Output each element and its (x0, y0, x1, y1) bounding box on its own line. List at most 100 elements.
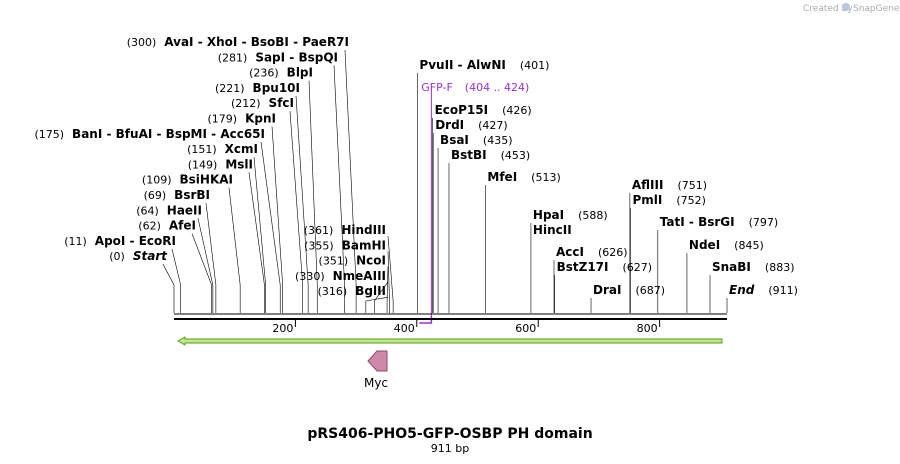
site-label-drdi[interactable]: DrdI (435, 118, 464, 132)
site-label-mfei[interactable]: MfeI (487, 170, 517, 184)
primer-gfp-f[interactable]: GFP-F (404 .. 424) (419, 81, 529, 324)
site-right-pmli[interactable]: PmlI (752) (632, 193, 705, 207)
site-right-bstbi[interactable]: BstBI (453) (451, 148, 530, 162)
site-label-haeii[interactable]: HaeII (167, 203, 202, 217)
site-label-acci[interactable]: AccI (556, 245, 584, 259)
site-label-bani-bfuai-bspmi-acc65i[interactable]: BanI - BfuAI - BspMI - Acc65I (72, 127, 265, 141)
site-line-blpi (308, 80, 318, 313)
enzyme-start: Start (133, 249, 168, 263)
site-label-msli[interactable]: MslI (225, 157, 253, 171)
site-label-blpi[interactable]: BlpI (287, 66, 313, 80)
site-label-apoi-ecori[interactable]: ApoI - EcoRI (95, 234, 176, 248)
site-mid-ncoi[interactable]: NcoI (351) (319, 254, 386, 268)
site-right-ecop15i[interactable]: EcoP15I (426) (435, 103, 532, 117)
site-left-bani[interactable]: BanI - BfuAI - BspMI - Acc65I (175) (34, 127, 265, 141)
site-left-msli[interactable]: MslI (149) (188, 157, 253, 171)
site-labels: AvaI - XhoI - BsoBI - PaeR7I (300) SapI - … (34, 35, 797, 298)
orf-reverse-arrow[interactable] (176, 336, 723, 346)
site-right-hincii[interactable]: HincII (533, 223, 572, 237)
enzyme-xhoi: XhoI (207, 35, 238, 49)
site-mid-nmeaiii[interactable]: NmeAIII (330) (295, 269, 386, 283)
site-line-kpni (271, 126, 283, 313)
site-left-bsrbi[interactable]: BsrBI (69) (144, 188, 210, 202)
site-label-kpni[interactable]: KpnI (245, 112, 276, 126)
site-line-bsrbi (205, 202, 217, 313)
enzyme-avai: AvaI (164, 35, 193, 49)
site-line-hindiii (387, 235, 394, 313)
site-label-drai[interactable]: DraI (593, 283, 621, 297)
site-label-hpai[interactable]: HpaI (533, 208, 564, 222)
site-label-start[interactable]: Start (133, 249, 168, 263)
site-left-avai[interactable]: AvaI - XhoI - BsoBI - PaeR7I (300) (127, 35, 349, 49)
site-label-avai-xhoi-bsobi-paer7i[interactable]: AvaI - XhoI - BsoBI - PaeR7I (164, 35, 349, 49)
site-pos-start: (0) (109, 250, 125, 263)
site-left-bpu10i[interactable]: Bpu10I (221) (215, 81, 300, 95)
site-right-bsai[interactable]: BsaI (435) (440, 133, 512, 147)
site-pos-bpu10i: (221) (215, 82, 245, 95)
site-label-hindiii[interactable]: HindIII (341, 223, 386, 237)
site-left-xcmi[interactable]: XcmI (151) (187, 142, 258, 156)
site-mid-hindiii[interactable]: HindIII (361) (304, 223, 386, 237)
site-right-tati[interactable]: TatI - BsrGI (797) (660, 215, 778, 229)
site-pos-drai: (687) (635, 284, 665, 297)
site-left-start[interactable]: Start (0) (109, 249, 168, 263)
site-label-tati-bsrgi[interactable]: TatI - BsrGI (660, 215, 735, 229)
site-left-afei[interactable]: AfeI (62) (138, 219, 196, 233)
site-label-bstbi[interactable]: BstBI (451, 148, 487, 162)
site-left-bsihkai[interactable]: BsiHKAI (109) (142, 173, 233, 187)
site-left-sapi[interactable]: SapI - BspQI (281) (218, 50, 338, 64)
site-right-snabi[interactable]: SnaBI (883) (712, 260, 795, 274)
site-line-afei (191, 233, 212, 313)
site-left-sfci[interactable]: SfcI (212) (231, 96, 294, 110)
site-label-sapi-bspqi[interactable]: SapI - BspQI (255, 50, 338, 64)
enzyme-bstz17i: BstZ17I (557, 260, 609, 274)
site-right-mfei[interactable]: MfeI (513) (487, 170, 560, 184)
tick-label-800: 800 (637, 322, 658, 335)
site-label-afliii[interactable]: AflIII (632, 178, 664, 192)
site-pos-bstbi: (453) (501, 149, 531, 162)
site-right-ndei[interactable]: NdeI (845) (689, 238, 764, 252)
site-label-ecop15i[interactable]: EcoP15I (435, 103, 489, 117)
site-label-xcmi[interactable]: XcmI (225, 142, 258, 156)
site-left-haeii[interactable]: HaeII (64) (136, 203, 202, 217)
site-left-apoi[interactable]: ApoI - EcoRI (11) (64, 234, 176, 248)
site-right-afliii[interactable]: AflIII (751) (632, 178, 707, 192)
site-label-bglii[interactable]: BglII (355, 284, 386, 298)
site-label-bamhi[interactable]: BamHI (342, 238, 386, 252)
site-left-kpni[interactable]: KpnI (179) (208, 112, 277, 126)
feature-myc[interactable]: Myc (364, 350, 388, 390)
site-label-bsihkai[interactable]: BsiHKAI (180, 173, 234, 187)
site-right-end[interactable]: End (911) (729, 283, 798, 297)
site-right-acci[interactable]: AccI (626) (556, 245, 628, 259)
site-right-hpai[interactable]: HpaI (588) (533, 208, 608, 222)
site-pos-snabi: (883) (765, 261, 795, 274)
site-label-bpu10i[interactable]: Bpu10I (253, 81, 300, 95)
site-label-bsai[interactable]: BsaI (440, 133, 469, 147)
enzyme-bamhi: BamHI (342, 238, 386, 252)
site-label-snabi[interactable]: SnaBI (712, 260, 751, 274)
site-pos-bsihkai: (109) (142, 174, 172, 187)
snapgene-credit: Created by SnapGene (803, 3, 900, 14)
site-right-bstz17i[interactable]: BstZ17I (627) (557, 260, 652, 274)
site-label-end[interactable]: End (729, 283, 755, 297)
site-label-bsrbi[interactable]: BsrBI (174, 188, 210, 202)
site-left-blpi[interactable]: BlpI (236) (249, 66, 313, 80)
site-label-afei[interactable]: AfeI (169, 219, 196, 233)
site-label-pvuii-alwni[interactable]: PvuII - AlwNI (419, 58, 505, 72)
site-right-pvuii[interactable]: PvuII - AlwNI (401) (419, 58, 549, 72)
site-mid-bamhi[interactable]: BamHI (355) (304, 238, 386, 252)
site-label-ndei[interactable]: NdeI (689, 238, 720, 252)
enzyme-hindiii: HindIII (341, 223, 386, 237)
site-label-bstz17i[interactable]: BstZ17I (557, 260, 609, 274)
site-right-drai[interactable]: DraI (687) (593, 283, 665, 297)
site-mid-bglii[interactable]: BglII (316) (318, 284, 386, 298)
site-label-nmeaiii[interactable]: NmeAIII (333, 269, 386, 283)
enzyme-hincii: HincII (533, 223, 572, 237)
site-label-pmli[interactable]: PmlI (632, 193, 662, 207)
site-label-hincii[interactable]: HincII (533, 223, 572, 237)
site-label-ncoi[interactable]: NcoI (356, 254, 386, 268)
site-label-sfci[interactable]: SfcI (269, 96, 294, 110)
enzyme-alwni: AlwNI (467, 58, 506, 72)
site-right-drdi[interactable]: DrdI (427) (435, 118, 508, 132)
enzyme-sapi: SapI (255, 50, 285, 64)
